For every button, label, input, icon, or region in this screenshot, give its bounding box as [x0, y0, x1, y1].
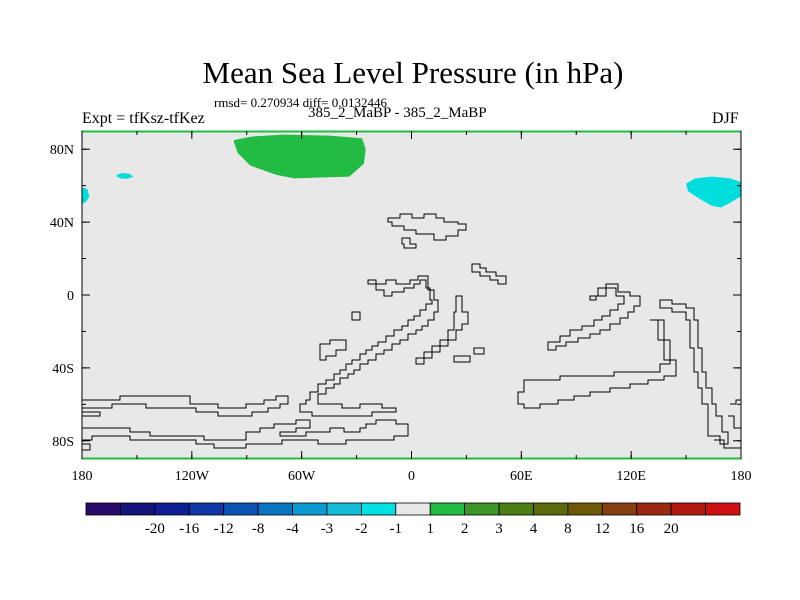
- colorbar-box: [360, 502, 397, 516]
- colorbar-box: [188, 502, 225, 516]
- dataset-label: 385_2_MaBP - 385_2_MaBP: [308, 105, 487, 121]
- colorbar-box: [292, 502, 328, 516]
- x-tick-label: 120W: [175, 469, 210, 484]
- colorbar-label: 2: [461, 521, 469, 537]
- colorbar-box: [85, 502, 121, 516]
- x-tick-label: 60W: [288, 469, 316, 484]
- colorbar-box: [120, 502, 156, 516]
- colorbar-label: -4: [286, 521, 299, 537]
- colorbar-label: 4: [530, 521, 538, 537]
- colorbar-label: 12: [595, 521, 610, 537]
- colorbar-box: [429, 502, 466, 516]
- colorbar-box: [533, 502, 569, 516]
- coastline-australia: [517, 299, 729, 445]
- colorbar-label: 8: [564, 521, 572, 537]
- x-tick-label: 180: [72, 469, 93, 484]
- anomaly-layer: [82, 134, 741, 208]
- coastline-antarctic-southwest: [82, 411, 101, 451]
- colorbar-label: -1: [390, 521, 403, 537]
- coastline-layer: [82, 213, 741, 451]
- colorbar-label: 1: [426, 521, 434, 537]
- colorbar-box: [601, 502, 638, 516]
- colorbar-label: 3: [495, 521, 503, 537]
- colorbar-label: -12: [214, 521, 234, 537]
- x-tick-label: 180: [731, 469, 752, 484]
- y-tick-label: 80S: [52, 435, 74, 450]
- coastline-arabia: [471, 263, 507, 285]
- colorbar-box: [395, 502, 431, 516]
- colorbar-label: -3: [321, 521, 334, 537]
- anomaly-north-pacific-low: [686, 176, 741, 208]
- colorbar-box: [464, 502, 500, 516]
- colorbar-box: [223, 502, 259, 516]
- coastline-america: [299, 275, 439, 417]
- colorbar-box: [670, 502, 706, 516]
- coastline-eurasia: [387, 213, 467, 241]
- colorbar-box: [257, 502, 293, 516]
- coastline-africa: [547, 283, 641, 351]
- season-label: DJF: [712, 110, 739, 127]
- y-tick-label: 40S: [52, 362, 74, 377]
- axes: 180 120W 60W 0 60E 120E 180 80N 40N 0 40S 80S: [50, 131, 752, 484]
- colorbar-box: [498, 502, 534, 516]
- y-tick-label: 80N: [50, 143, 74, 158]
- colorbar-label: 16: [629, 521, 645, 537]
- colorbar: -20 -16 -12 -8 -4 -3 -2 -1 1 2 3 4 8 12 16 20: [85, 502, 741, 537]
- colorbar-label: -20: [145, 521, 165, 537]
- colorbar-box: [636, 502, 672, 516]
- chart-title: Mean Sea Level Pressure (in hPa): [202, 55, 624, 90]
- y-tick-label: 40N: [50, 216, 74, 231]
- colorbar-label: 20: [664, 521, 679, 537]
- map-panel: [81, 130, 742, 460]
- colorbar-label: -16: [179, 521, 199, 537]
- colorbar-box: [567, 502, 603, 516]
- anomaly-small-pacific-low: [116, 172, 134, 179]
- map-background: [82, 131, 741, 459]
- coastline-south-west: [82, 395, 289, 417]
- colorbar-box: [326, 502, 362, 516]
- colorbar-box: [154, 502, 190, 516]
- anomaly-west-edge-low: [82, 187, 90, 204]
- colorbar-box: [705, 502, 741, 516]
- colorbar-label: -8: [252, 521, 265, 537]
- x-tick-label: 0: [408, 469, 415, 484]
- coastline-islands: [319, 311, 485, 363]
- y-tick-label: 0: [67, 289, 74, 304]
- coastline-antarctic-west: [82, 419, 409, 449]
- anomaly-arctic-high: [233, 134, 366, 179]
- coastline-britain: [401, 237, 417, 249]
- coastline-central-america: [415, 295, 469, 365]
- coastline-antarctic-east: [714, 399, 741, 449]
- x-tick-label: 120E: [616, 469, 646, 484]
- stats-label: rmsd= 0.270934 diff= 0.0132446: [214, 95, 387, 110]
- x-tick-label: 60E: [510, 469, 533, 484]
- experiment-label: Expt = tfKsz-tfKez: [82, 110, 205, 127]
- colorbar-label: -2: [355, 521, 368, 537]
